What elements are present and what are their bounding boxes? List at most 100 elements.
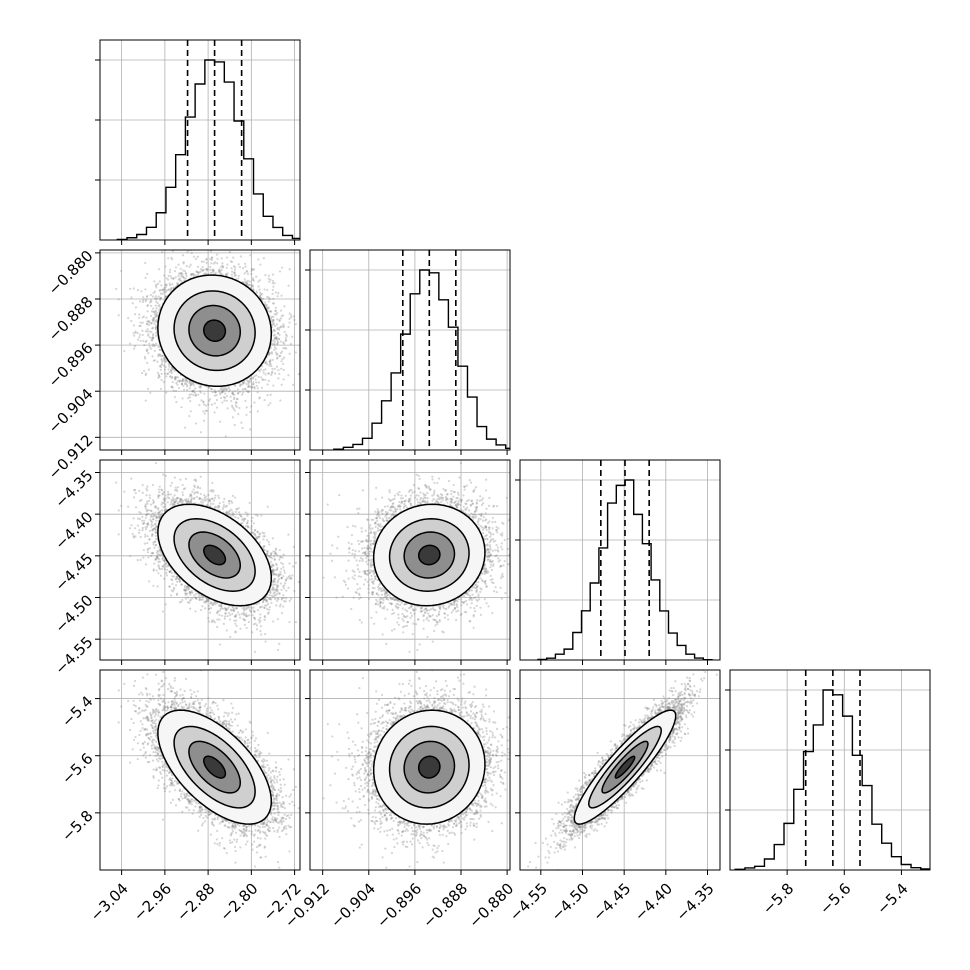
sample-point — [170, 385, 174, 388]
sample-point — [174, 376, 177, 380]
sample-point — [153, 349, 156, 352]
sample-point — [132, 334, 136, 337]
sample-point — [163, 291, 166, 294]
sample-point — [177, 274, 180, 278]
sample-point — [138, 313, 141, 316]
sample-point — [277, 292, 280, 295]
sample-point — [160, 357, 163, 361]
sample-point — [159, 288, 162, 292]
sample-point — [180, 279, 183, 282]
sample-point — [165, 283, 168, 286]
sample-point — [275, 337, 278, 340]
sample-point — [156, 360, 159, 363]
sample-point — [268, 351, 271, 355]
sample-point — [253, 387, 256, 390]
sample-point — [224, 388, 228, 391]
sample-point — [138, 333, 141, 336]
sample-point — [276, 356, 279, 359]
sample-point — [196, 270, 199, 274]
sample-point — [174, 389, 177, 393]
sample-point — [143, 343, 146, 347]
sample-point — [213, 402, 216, 405]
sample-point — [288, 352, 291, 355]
sample-point — [275, 335, 278, 338]
sample-point — [274, 336, 277, 340]
sample-point — [240, 393, 244, 396]
sample-point — [150, 310, 154, 313]
sample-point — [153, 322, 156, 325]
sample-point — [164, 286, 167, 289]
sample-point — [215, 394, 218, 397]
sample-point — [145, 316, 148, 319]
sample-point — [251, 288, 254, 291]
sample-point — [268, 362, 271, 365]
sample-point — [252, 279, 255, 282]
sample-point — [184, 382, 187, 385]
sample-point — [137, 338, 140, 341]
sample-point — [265, 360, 268, 363]
sample-point — [270, 352, 273, 355]
sample-point — [189, 410, 192, 413]
sample-point — [160, 372, 163, 375]
sample-point — [256, 391, 259, 394]
sample-point — [178, 379, 181, 382]
sample-point — [202, 403, 206, 406]
sample-point — [183, 380, 186, 383]
sample-point — [154, 316, 157, 319]
sample-point — [155, 342, 158, 345]
sample-point — [262, 297, 265, 300]
sample-point — [151, 295, 154, 298]
sample-point — [280, 383, 283, 386]
sample-point — [181, 397, 184, 400]
sample-point — [208, 398, 212, 401]
sample-point — [256, 410, 259, 413]
sample-point — [197, 393, 200, 396]
sample-point — [198, 403, 201, 407]
sample-point — [252, 381, 255, 384]
sample-point — [192, 393, 195, 397]
sample-point — [207, 386, 210, 389]
sample-point — [251, 285, 255, 288]
sample-point — [184, 272, 187, 275]
sample-point — [267, 300, 270, 303]
sample-point — [146, 348, 149, 351]
sample-point — [288, 317, 291, 320]
sample-point — [151, 336, 154, 339]
sample-point — [181, 273, 184, 276]
sample-point — [273, 333, 276, 336]
sample-point — [272, 319, 275, 322]
sample-point — [182, 269, 185, 272]
sample-point — [251, 268, 255, 271]
sample-point — [191, 273, 194, 276]
sample-point — [164, 365, 167, 369]
sample-point — [232, 271, 236, 274]
sample-point — [159, 292, 162, 295]
sample-point — [247, 283, 251, 286]
sample-point — [288, 321, 291, 324]
sample-point — [225, 274, 228, 277]
sample-point — [230, 260, 234, 263]
sample-point — [275, 365, 279, 368]
sample-point — [141, 316, 144, 319]
sample-point — [237, 277, 240, 280]
sample-point — [213, 389, 216, 392]
sample-point — [202, 273, 205, 276]
sample-point — [241, 383, 244, 386]
sample-point — [229, 260, 233, 263]
sample-point — [251, 278, 255, 282]
sample-point — [155, 314, 158, 317]
sample-point — [218, 268, 221, 271]
sample-point — [223, 388, 226, 391]
sample-point — [271, 320, 274, 323]
sample-point — [184, 426, 187, 429]
sample-point — [130, 319, 133, 323]
sample-point — [224, 386, 227, 389]
sample-point — [264, 378, 267, 381]
sample-point — [271, 367, 274, 371]
sample-point — [171, 386, 174, 389]
sample-point — [154, 304, 157, 307]
sample-point — [157, 355, 160, 358]
sample-point — [225, 388, 229, 391]
sample-point — [194, 274, 198, 277]
sample-point — [291, 335, 294, 338]
